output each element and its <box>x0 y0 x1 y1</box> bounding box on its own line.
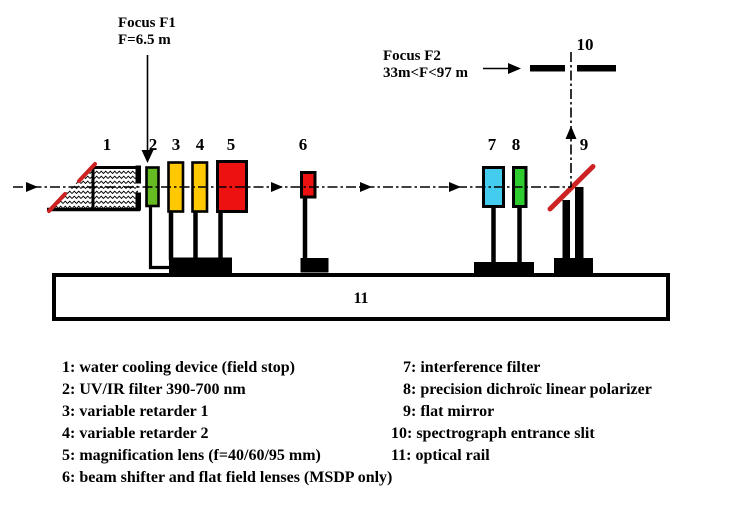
legend: 1: water cooling device (field stop) 2: … <box>62 359 652 486</box>
optical-axis <box>13 52 577 192</box>
legend-item-8: 8: precision dichroïc linear polarizer <box>403 381 652 398</box>
beam-arrow-1 <box>26 182 38 192</box>
spectrograph-entrance-slit <box>530 65 616 72</box>
beam-arrow-2 <box>271 182 283 192</box>
cooling-body <box>93 166 138 211</box>
focus-f1-annotation: Focus F1 F=6.5 m <box>118 15 176 163</box>
legend-item-3: 3: variable retarder 1 <box>62 403 208 420</box>
legend-item-5: 5: magnification lens (f=40/60/95 mm) <box>62 447 321 464</box>
marker-2: 2 <box>149 135 158 154</box>
base-9 <box>554 258 593 273</box>
base-2-5 <box>169 257 232 273</box>
legend-item-11: 11: optical rail <box>391 447 490 464</box>
focus-f2-annotation: Focus F2 33m<F<97 m <box>383 48 521 81</box>
beam-arrow-3 <box>360 182 372 192</box>
base-7-8 <box>474 262 534 274</box>
beam-arrow-4 <box>449 182 461 192</box>
mirror-post-left <box>562 200 570 262</box>
focus-f1-label-line2: F=6.5 m <box>118 32 171 48</box>
component-stands <box>148 187 593 274</box>
legend-item-6: 6: beam shifter and flat field lenses (M… <box>62 469 392 486</box>
focus-f2-label-line1: Focus F2 <box>383 48 441 64</box>
slit-blade-left <box>530 65 565 72</box>
marker-9: 9 <box>580 135 589 154</box>
focus-f2-arrowhead <box>508 63 521 74</box>
legend-item-10: 10: spectrograph entrance slit <box>391 425 595 442</box>
stand-2 <box>148 206 172 270</box>
field-stop-jaw-top <box>135 165 141 184</box>
marker-6: 6 <box>299 135 308 154</box>
beam-shifter <box>300 171 317 199</box>
focus-f2-label-line2: 33m<F<97 m <box>383 65 469 81</box>
component-markers: 1 2 3 4 5 6 7 8 9 10 11 <box>103 35 594 307</box>
mirror-post-right <box>575 187 584 262</box>
legend-item-9: 9: flat mirror <box>403 403 494 420</box>
beam-arrow-up <box>565 126 577 139</box>
marker-7: 7 <box>488 135 497 154</box>
legend-item-4: 4: variable retarder 2 <box>62 425 208 442</box>
flat-mirror <box>547 164 596 212</box>
marker-10: 10 <box>577 35 594 54</box>
focus-f1-arrowhead <box>141 150 154 163</box>
base-6 <box>300 258 329 273</box>
water-cooling-device <box>47 162 141 213</box>
legend-item-1: 1: water cooling device (field stop) <box>62 359 295 376</box>
marker-4: 4 <box>196 135 205 154</box>
marker-11: 11 <box>353 290 368 307</box>
marker-8: 8 <box>512 135 521 154</box>
legend-item-2: 2: UV/IR filter 390-700 nm <box>62 381 246 398</box>
slit-blade-right <box>577 65 616 72</box>
legend-item-7: 7: interference filter <box>403 359 540 376</box>
rejection-mirror-edge-bottom <box>47 192 67 213</box>
focus-f1-label-line1: Focus F1 <box>118 15 176 31</box>
marker-5: 5 <box>227 135 236 154</box>
rejection-mirror-edge-top <box>77 162 97 183</box>
marker-3: 3 <box>172 135 181 154</box>
marker-1: 1 <box>103 135 112 154</box>
field-stop-jaw-bottom <box>135 192 141 211</box>
optical-rail <box>52 273 670 321</box>
